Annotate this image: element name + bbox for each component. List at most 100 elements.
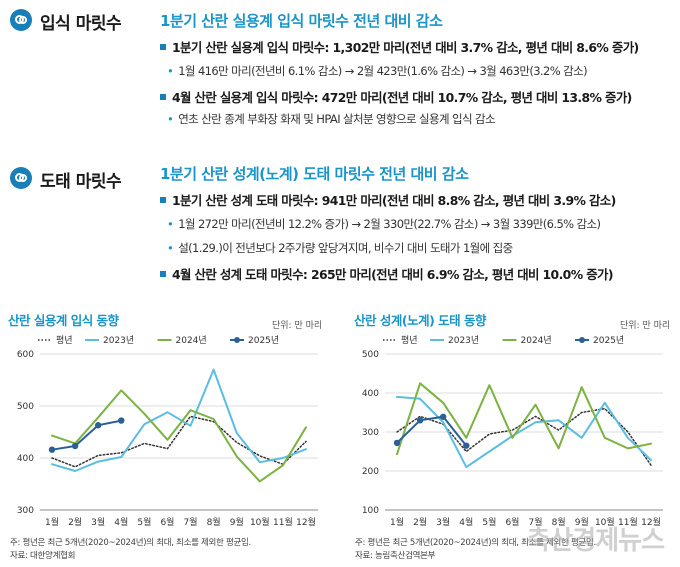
x-tick-label: 11월 <box>273 516 293 528</box>
x-tick-label: 12월 <box>641 516 661 528</box>
legend-label: 2025년 <box>593 335 624 346</box>
legend-marker <box>234 337 240 343</box>
legend-label: 2023년 <box>448 335 479 346</box>
data-point <box>48 446 56 453</box>
section-title: 도태 마릿수 <box>40 172 122 192</box>
bullet-square-icon <box>160 197 166 203</box>
bullet-square-icon <box>160 94 166 100</box>
section-headline: 1분기 산란 실용계 입식 마릿수 전년 대비 감소 <box>160 12 443 30</box>
bullet-item: 4월 산란 성계 도태 마릿수: 265만 마리(전년 대비 6.9% 감소, … <box>160 265 613 283</box>
x-tick-label: 6월 <box>505 516 519 528</box>
chart-svg: 300 400 500 600 1월 2월 3월 4월 5월 6월 7월 8월 9월 10월 11월 12월 평… <box>17 335 318 528</box>
x-tick-label: 10월 <box>595 516 615 528</box>
legend-label: 평년 <box>56 335 73 346</box>
bullet-square-icon <box>160 271 166 277</box>
x-tick-label: 4월 <box>459 516 473 528</box>
x-tick-label: 9월 <box>230 516 244 528</box>
legend-item: 2025년 <box>575 335 624 346</box>
sub-item: • 1월 416만 마리(전년비 6.1% 감소) → 2월 423만(1.6% … <box>167 63 588 79</box>
data-point <box>416 417 424 424</box>
x-tick-label: 2월 <box>413 516 427 528</box>
section-icon <box>10 167 32 189</box>
sub-text: 설(1.29.)이 전년보다 2주가량 앞당겨지며, 비수기 대비 도태가 1월… <box>178 241 513 255</box>
series-line-2024년 <box>396 382 652 456</box>
section-headline: 1분기 산란 성계(노계) 도태 마릿수 전년 대비 감소 <box>160 165 469 183</box>
bullet-dot-icon: • <box>167 64 174 78</box>
legend-item: 2023년 <box>430 335 479 346</box>
bullet-text: 4월 산란 성계 도태 마릿수: 265만 마리(전년 대비 6.9% 감소, … <box>172 267 613 282</box>
x-tick-label: 6월 <box>160 516 174 528</box>
sub-item: • 1월 272만 마리(전년비 12.2% 증가) → 2월 330만(22.7… <box>167 216 601 232</box>
chart-unit: 단위: 만 마리 <box>620 321 671 331</box>
chart-source: 자료: 농림축산검역본부 <box>355 551 436 561</box>
sub-text: 1월 272만 마리(전년비 12.2% 증가) → 2월 330만(22.7%… <box>178 217 601 231</box>
legend-label: 2024년 <box>176 335 207 346</box>
x-tick-label: 7월 <box>184 516 198 528</box>
chart-title: 산란 성계(노계) 도태 동향 <box>354 313 486 328</box>
series-line-2023년 <box>51 368 307 472</box>
data-point <box>393 439 401 447</box>
sub-text: 연초 산란 종계 부화장 화재 및 HPAI 살처분 영향으로 실용계 입식 감… <box>178 112 495 126</box>
x-tick-label: 5월 <box>482 516 496 528</box>
bullet-text: 1분기 산란 실용계 입식 마릿수: 1,302만 마리(전년 대비 3.7% … <box>172 40 639 55</box>
legend-label: 2023년 <box>103 335 134 346</box>
x-tick-label: 10월 <box>250 516 270 528</box>
x-tick-label: 11월 <box>618 516 638 528</box>
legend-label: 2024년 <box>521 335 552 346</box>
legend-item: 2023년 <box>85 335 134 346</box>
y-tick-label: 300 <box>17 506 34 516</box>
chart-note: 주: 평년은 최근 5개년(2020~2024년)의 최대, 최소를 제외한 평… <box>355 538 596 548</box>
x-tick-label: 3월 <box>436 516 450 528</box>
x-tick-label: 2월 <box>68 516 82 528</box>
y-tick-label: 500 <box>362 350 379 360</box>
bullet-square-icon <box>160 44 166 50</box>
legend-marker <box>579 337 585 343</box>
section-title: 입식 마릿수 <box>40 14 122 34</box>
legend-label: 평년 <box>401 335 418 346</box>
chart-svg: 100 200 300 400 500 1월 2월 3월 4월 5월 6월 7월 8월 9월 10월 11월 1… <box>362 335 663 528</box>
chart-unit: 단위: 만 마리 <box>272 321 323 331</box>
series-line-평년 <box>51 415 307 468</box>
legend-item: 2025년 <box>230 335 279 346</box>
legend-item: 2024년 <box>157 335 207 346</box>
legend-item: 2024년 <box>502 335 552 346</box>
bullet-dot-icon: • <box>167 112 174 126</box>
sub-item: • 연초 산란 종계 부화장 화재 및 HPAI 살처분 영향으로 실용계 입식 … <box>167 111 496 127</box>
x-tick-label: 8월 <box>207 516 221 528</box>
y-tick-label: 100 <box>362 506 379 516</box>
x-tick-label: 7월 <box>529 516 543 528</box>
sub-text: 1월 416만 마리(전년비 6.1% 감소) → 2월 423만(1.6% 감… <box>178 64 587 78</box>
chart-note: 주: 평년은 최근 5개년(2020~2024년)의 최대, 최소를 제외한 평… <box>10 538 251 548</box>
x-tick-label: 3월 <box>91 516 105 528</box>
y-tick-label: 600 <box>17 350 34 360</box>
x-tick-label: 1월 <box>390 516 404 528</box>
x-tick-label: 8월 <box>552 516 566 528</box>
data-point <box>118 417 125 424</box>
legend-label: 2025년 <box>248 335 279 346</box>
x-tick-label: 1월 <box>45 516 59 528</box>
bullet-text: 4월 산란 실용계 입식 마릿수: 472만 마리(전년 대비 10.7% 감소… <box>172 90 632 105</box>
x-tick-label: 9월 <box>575 516 589 528</box>
section-icon <box>10 9 32 31</box>
series-line-2024년 <box>51 389 307 483</box>
series-line-평년 <box>396 407 652 466</box>
x-tick-label: 4월 <box>114 516 128 528</box>
bullet-item: 1분기 산란 성계 도태 마릿수: 941만 마리(전년 대비 8.8% 감소,… <box>160 191 616 209</box>
data-point <box>94 422 102 429</box>
watermark-logo: 축산경제뉴스 <box>526 526 665 556</box>
data-point <box>463 442 470 449</box>
y-tick-label: 200 <box>362 467 379 477</box>
bullet-item: 1분기 산란 실용계 입식 마릿수: 1,302만 마리(전년 대비 3.7% … <box>160 38 639 56</box>
bullet-item: 4월 산란 실용계 입식 마릿수: 472만 마리(전년 대비 10.7% 감소… <box>160 88 632 106</box>
x-tick-label: 12월 <box>296 516 316 528</box>
data-point <box>71 442 79 450</box>
x-tick-label: 5월 <box>137 516 151 528</box>
series-line-2025년 <box>51 419 123 451</box>
y-tick-label: 500 <box>17 402 34 412</box>
y-tick-label: 400 <box>17 454 34 464</box>
sub-item: • 설(1.29.)이 전년보다 2주가량 앞당겨지며, 비수기 대비 도태가 1… <box>167 240 513 256</box>
bullet-text: 1분기 산란 성계 도태 마릿수: 941만 마리(전년 대비 8.8% 감소,… <box>172 193 616 208</box>
data-point <box>439 413 447 420</box>
legend-item: 평년 <box>383 335 418 346</box>
y-tick-label: 300 <box>362 428 379 438</box>
